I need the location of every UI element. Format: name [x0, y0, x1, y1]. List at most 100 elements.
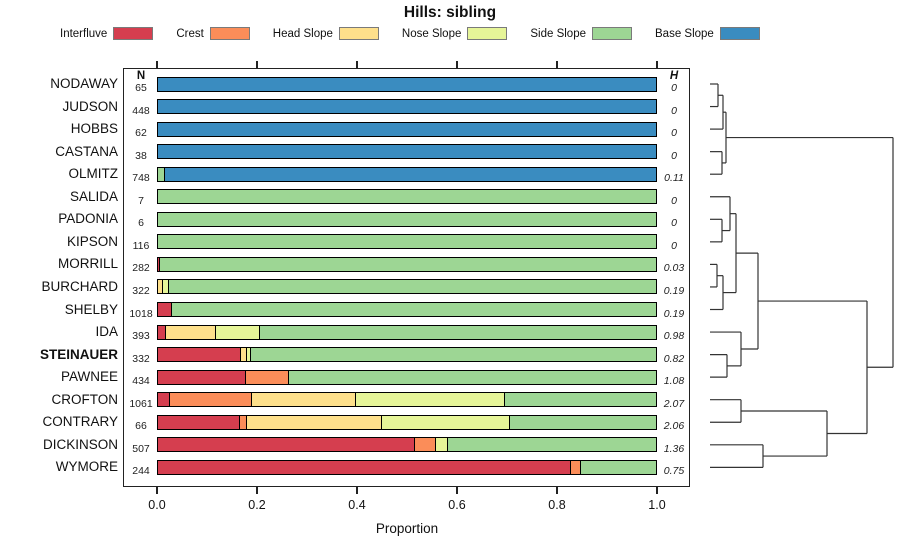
bar-segment-interfluve: [158, 257, 161, 271]
row-label-judson: JUDSON: [62, 98, 118, 114]
bar-segment-interfluve: [158, 460, 571, 474]
plot-frame: [123, 68, 690, 487]
bottom-axis-tick: [556, 487, 558, 494]
x-tick-label: 1.0: [648, 498, 666, 512]
bar-segment-side-slope: [251, 348, 656, 362]
bar-segment-side-slope: [158, 190, 656, 204]
row-label-wymore: WYMORE: [55, 459, 118, 475]
stacked-bar-padonia: [157, 211, 657, 227]
bar-segment-nose-slope: [246, 348, 252, 362]
n-value: 1018: [129, 307, 153, 320]
stacked-bar-crofton: [157, 392, 657, 408]
h-value: 0.82: [663, 352, 685, 365]
row-label-morrill: MORRILL: [57, 256, 118, 272]
top-axis-tick: [356, 61, 358, 68]
stacked-bar-morrill: [157, 256, 657, 272]
n-value: 434: [132, 375, 150, 388]
row-label-nodaway: NODAWAY: [50, 76, 118, 91]
top-axis-tick: [456, 61, 458, 68]
bar-segment-crest: [239, 415, 247, 429]
bar-segment-nose-slope: [163, 280, 169, 294]
bottom-axis-tick: [156, 487, 158, 494]
n-value: 38: [135, 149, 147, 162]
top-axis-tick: [556, 61, 558, 68]
stacked-bar-ida: [157, 324, 657, 340]
h-value: 0: [671, 239, 677, 252]
n-column-header: N: [136, 70, 146, 82]
x-tick-label: 0.0: [148, 498, 166, 512]
h-value: 1.08: [663, 375, 685, 388]
legend-swatch-nose-slope: [467, 27, 508, 40]
bar-segment-side-slope: [160, 257, 656, 271]
chart-title: Hills: sibling: [403, 4, 497, 21]
stacked-bar-burchard: [157, 279, 657, 295]
h-value: 0.19: [663, 284, 685, 297]
legend-item-nose-slope: Nose Slope: [401, 27, 508, 40]
bar-segment-side-slope: [158, 212, 656, 226]
bottom-axis-tick: [656, 487, 658, 494]
legend-swatch-head-slope: [338, 27, 379, 40]
bar-segment-side-slope: [289, 370, 656, 384]
stacked-bar-kipson: [157, 234, 657, 250]
stacked-bar-contrary: [157, 414, 657, 430]
row-label-dickinson: DICKINSON: [42, 436, 118, 452]
legend-swatch-side-slope: [592, 27, 632, 40]
row-label-castana: CASTANA: [55, 143, 118, 159]
bar-segment-interfluve: [158, 303, 172, 316]
bar-segment-crest: [414, 438, 436, 452]
bar-segment-nose-slope: [216, 325, 261, 339]
legend-swatch-crest: [209, 27, 250, 40]
legend-label-side-slope: Side Slope: [530, 27, 586, 40]
bar-segment-side-slope: [447, 438, 656, 452]
bar-segment-crest: [169, 393, 252, 407]
n-value: 65: [135, 82, 147, 94]
legend-item-crest: Crest: [176, 27, 250, 40]
row-label-shelby: SHELBY: [64, 301, 118, 317]
x-tick-label: 0.8: [548, 498, 566, 512]
h-value: 0: [671, 104, 677, 117]
bar-segment-head-slope: [241, 348, 247, 362]
row-label-hobbs: HOBBS: [70, 121, 118, 137]
legend-label-base-slope: Base Slope: [655, 27, 714, 40]
bar-segment-interfluve: [158, 415, 240, 429]
stacked-bar-steinauer: [157, 347, 657, 363]
legend-label-nose-slope: Nose Slope: [401, 27, 462, 40]
bar-segment-head-slope: [246, 415, 383, 429]
h-value: 0: [671, 194, 677, 207]
bar-segment-side-slope: [158, 167, 166, 181]
bar-segment-nose-slope: [355, 393, 506, 407]
bar-segment-head-slope: [166, 325, 217, 339]
h-value: 2.07: [663, 397, 685, 410]
bar-segment-base-slope: [158, 77, 656, 91]
x-tick-label: 0.6: [448, 498, 466, 512]
bar-segment-interfluve: [158, 325, 167, 339]
n-value: 1061: [129, 397, 153, 410]
h-value: 0.19: [663, 307, 685, 320]
top-axis-tick: [656, 61, 658, 68]
bar-segment-interfluve: [158, 348, 242, 362]
row-label-steinauer: STEINAUER: [39, 346, 118, 362]
row-label-padonia: PADONIA: [58, 211, 118, 227]
n-value: 116: [132, 239, 150, 252]
legend-item-head-slope: Head Slope: [273, 27, 379, 40]
stacked-bar-hobbs: [157, 121, 657, 137]
bar-segment-side-slope: [510, 415, 656, 429]
n-value: 332: [132, 352, 150, 365]
bar-segment-head-slope: [251, 393, 356, 407]
row-label-crofton: CROFTON: [51, 391, 119, 407]
legend-label-crest: Crest: [176, 27, 204, 40]
legend-label-head-slope: Head Slope: [272, 27, 333, 40]
legend-item-interfluve: Interfluve: [60, 27, 154, 40]
bar-segment-base-slope: [158, 145, 656, 159]
legend-item-base-slope: Base Slope: [655, 27, 760, 40]
h-value: 0: [671, 217, 677, 230]
bar-segment-side-slope: [158, 235, 656, 249]
n-value: 322: [132, 284, 150, 297]
bar-segment-interfluve: [158, 370, 247, 384]
n-value: 62: [135, 127, 147, 140]
h-value: 0.11: [664, 172, 684, 185]
top-axis-tick: [156, 61, 158, 68]
x-tick-label: 0.2: [248, 498, 266, 512]
bar-segment-nose-slope: [435, 438, 448, 452]
bottom-axis-tick: [356, 487, 358, 494]
